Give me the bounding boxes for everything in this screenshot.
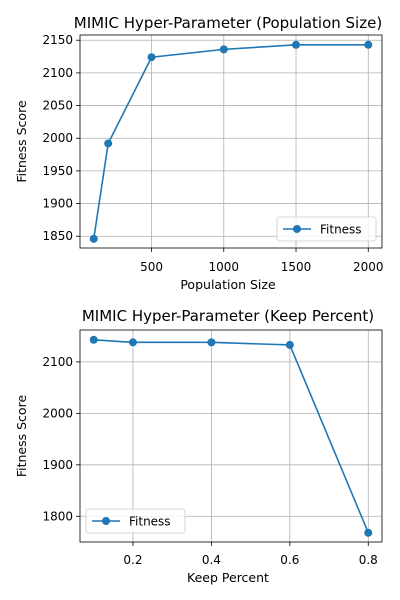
y-tick-label: 1900 xyxy=(42,458,73,472)
x-tick-label: 1000 xyxy=(209,260,240,274)
x-tick-label: 0.2 xyxy=(123,553,142,567)
x-axis-label: Population Size xyxy=(180,277,276,292)
y-tick-label: 2100 xyxy=(42,66,73,80)
x-tick-label: 0.4 xyxy=(202,553,221,567)
chart-title: MIMIC Hyper-Parameter (Population Size) xyxy=(74,14,382,32)
legend-label: Fitness xyxy=(320,223,362,237)
x-tick-label: 2000 xyxy=(353,260,384,274)
data-point xyxy=(128,338,137,347)
axes-frame xyxy=(79,329,383,543)
x-tick-label: 500 xyxy=(140,260,163,274)
chart-keep-percent: 0.2 0.4 0.6 0.8 1800 1900 2000 2100 MIMIC Hyper-… xyxy=(14,307,383,585)
y-tick-label: 2000 xyxy=(42,131,73,145)
y-tick-label: 2050 xyxy=(42,99,73,113)
x-tick-label: 0.8 xyxy=(359,553,378,567)
x-axis-label: Keep Percent xyxy=(187,570,269,585)
legend: Fitness xyxy=(85,508,186,534)
x-tick-label: 1500 xyxy=(281,260,312,274)
data-point xyxy=(285,340,294,349)
y-tick-label: 1950 xyxy=(42,164,73,178)
legend-box xyxy=(85,508,186,534)
data-point xyxy=(104,139,113,148)
data-point xyxy=(364,528,373,537)
data-point xyxy=(219,45,228,54)
axes-frame xyxy=(79,34,383,249)
x-tick-label: 0.6 xyxy=(280,553,299,567)
series-line-fitness xyxy=(93,338,370,534)
data-point xyxy=(292,40,301,49)
data-point xyxy=(89,335,98,344)
series-line-fitness xyxy=(92,43,369,239)
y-tick-label: 1850 xyxy=(42,229,73,243)
chart-title: MIMIC Hyper-Parameter (Keep Percent) xyxy=(82,307,374,325)
legend-marker xyxy=(293,225,301,233)
legend-box xyxy=(276,216,377,242)
legend: Fitness xyxy=(276,216,377,242)
y-tick-label: 1900 xyxy=(42,197,73,211)
data-point xyxy=(207,338,216,347)
data-point xyxy=(147,53,156,62)
y-axis-label: Fitness Score xyxy=(14,395,29,478)
y-tick-label: 2100 xyxy=(42,355,73,369)
y-tick-label: 1800 xyxy=(42,509,73,523)
y-axis-label: Fitness Score xyxy=(14,100,29,183)
chart-population-size: 500 1000 1500 2000 1850 1900 1950 2000 2050 2100 2… xyxy=(14,14,384,292)
y-tick-label: 2150 xyxy=(42,33,73,47)
y-tick-label: 2000 xyxy=(42,406,73,420)
legend-label: Fitness xyxy=(129,515,171,529)
legend-marker xyxy=(102,517,110,525)
data-point xyxy=(89,234,98,243)
data-point xyxy=(364,40,373,49)
